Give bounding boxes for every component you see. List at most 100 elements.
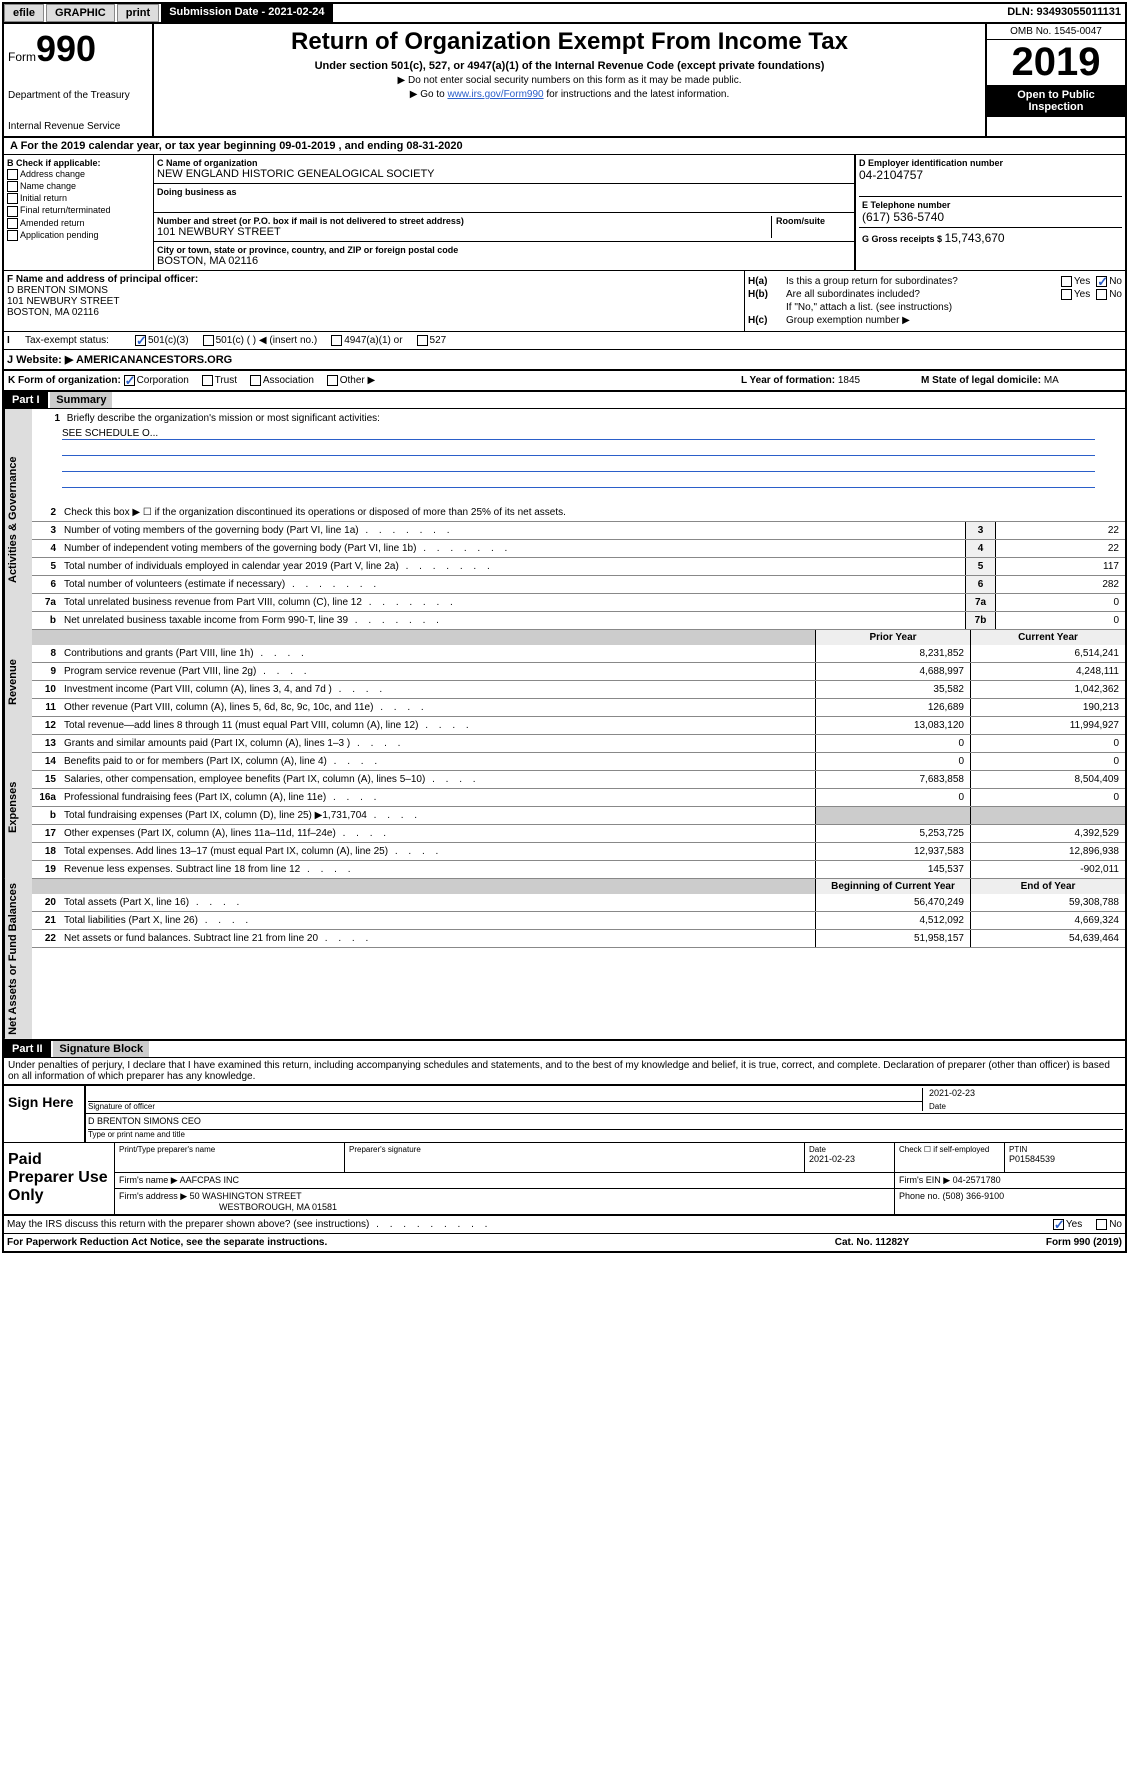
firm-name: AAFCPAS INC (180, 1175, 239, 1185)
dept-treasury: Department of the Treasury (8, 90, 148, 101)
firm-addr2: WESTBOROUGH, MA 01581 (119, 1202, 890, 1212)
tax-year: 2019 (987, 40, 1125, 85)
instruction-2: ▶ Go to www.irs.gov/Form990 for instruct… (158, 89, 981, 100)
section-d-e-g: D Employer identification number 04-2104… (855, 155, 1125, 270)
section-b-label: B Check if applicable: (7, 158, 150, 168)
expenses-table: Expenses 13Grants and similar amounts pa… (4, 735, 1125, 879)
instruction-1: ▶ Do not enter social security numbers o… (158, 75, 981, 86)
chk-other[interactable] (327, 375, 338, 386)
table-row: 3Number of voting members of the governi… (32, 522, 1125, 540)
org-name: NEW ENGLAND HISTORIC GENEALOGICAL SOCIET… (157, 168, 851, 180)
cat-no: Cat. No. 11282Y (772, 1237, 972, 1248)
mission-block: SEE SCHEDULE O... (32, 424, 1125, 504)
chk-application-pending[interactable]: Application pending (7, 230, 150, 241)
klm-row: K Form of organization: Corporation Trus… (4, 371, 1125, 392)
officer-type-name: D BRENTON SIMONS CEO (88, 1116, 1123, 1130)
chk-final-return[interactable]: Final return/terminated (7, 205, 150, 216)
chk-name-change[interactable]: Name change (7, 181, 150, 192)
officer-addr1: 101 NEWBURY STREET (7, 296, 741, 307)
website-row: J Website: ▶ AMERICANANCESTORS.ORG (4, 350, 1125, 371)
ha-yes[interactable] (1061, 276, 1072, 287)
table-row: 22Net assets or fund balances. Subtract … (32, 930, 1125, 948)
footer-row: For Paperwork Reduction Act Notice, see … (4, 1234, 1125, 1251)
mission-text: SEE SCHEDULE O... (62, 428, 1095, 440)
gross-receipts-block: G Gross receipts $ 15,743,670 (859, 228, 1122, 248)
form-number: 990 (36, 28, 96, 69)
chk-address-change[interactable]: Address change (7, 169, 150, 180)
chk-501c3[interactable] (135, 335, 146, 346)
section-b-g: B Check if applicable: Address change Na… (4, 155, 1125, 271)
table-row: 21Total liabilities (Part X, line 26) . … (32, 912, 1125, 930)
form-subtitle: Under section 501(c), 527, or 4947(a)(1)… (158, 60, 981, 72)
tax-status-row: I Tax-exempt status: 501(c)(3) 501(c) ( … (4, 332, 1125, 350)
part-2-header: Part II Signature Block (4, 1041, 1125, 1058)
omb-number: OMB No. 1545-0047 (987, 24, 1125, 40)
hb-yes[interactable] (1061, 289, 1072, 300)
sign-here-label: Sign Here (4, 1086, 84, 1142)
section-k: K Form of organization: Corporation Trus… (8, 375, 741, 386)
line-2-text: Check this box ▶ ☐ if the organization d… (60, 505, 1125, 520)
paid-preparer-block: Paid Preparer Use Only Print/Type prepar… (4, 1143, 1125, 1216)
form-title: Return of Organization Exempt From Incom… (158, 28, 981, 56)
chk-501c[interactable] (203, 335, 214, 346)
side-revenue: Revenue (4, 630, 32, 735)
table-row: 16aProfessional fundraising fees (Part I… (32, 789, 1125, 807)
sign-date: 2021-02-23 (929, 1088, 1123, 1102)
sign-here-block: Sign Here Signature of officer 2021-02-2… (4, 1084, 1125, 1143)
hb-no[interactable] (1096, 289, 1107, 300)
chk-527[interactable] (417, 335, 428, 346)
open-public: Open to Public Inspection (987, 85, 1125, 117)
chk-association[interactable] (250, 375, 261, 386)
perjury-text: Under penalties of perjury, I declare th… (4, 1058, 1125, 1084)
firm-ein: 04-2571780 (953, 1175, 1001, 1185)
chk-trust[interactable] (202, 375, 213, 386)
table-row: 20Total assets (Part X, line 16) . . . .… (32, 894, 1125, 912)
prep-date: 2021-02-23 (809, 1154, 890, 1164)
submission-date: Submission Date - 2021-02-24 (161, 4, 332, 22)
print-button[interactable]: print (117, 4, 159, 22)
header-bar: efile GRAPHIC print Submission Date - 20… (4, 4, 1125, 24)
chk-amended[interactable]: Amended return (7, 218, 150, 229)
chk-corporation[interactable] (124, 375, 135, 386)
discuss-yes[interactable] (1053, 1219, 1064, 1230)
section-l: L Year of formation: 1845 (741, 375, 921, 386)
website-value: AMERICANANCESTORS.ORG (76, 354, 232, 366)
city-row: City or town, state or province, country… (154, 242, 854, 270)
section-c-block: C Name of organization NEW ENGLAND HISTO… (154, 155, 1125, 270)
telephone-block: E Telephone number (617) 536-5740 (859, 197, 1122, 228)
firm-phone: (508) 366-9100 (943, 1191, 1005, 1201)
chk-initial-return[interactable]: Initial return (7, 193, 150, 204)
dln: DLN: 93493055011131 (1003, 4, 1125, 22)
ha-no[interactable] (1096, 276, 1107, 287)
table-row: 5Total number of individuals employed in… (32, 558, 1125, 576)
prior-current-header: Prior Year Current Year (32, 630, 1125, 645)
table-row: 6Total number of volunteers (estimate if… (32, 576, 1125, 594)
officer-name: D BRENTON SIMONS (7, 285, 741, 296)
summary-table: Activities & Governance 1 Briefly descri… (4, 409, 1125, 630)
ein-label: D Employer identification number (859, 158, 1122, 168)
table-row: 10Investment income (Part VIII, column (… (32, 681, 1125, 699)
officer-addr2: BOSTON, MA 02116 (7, 307, 741, 318)
form-label: Form (8, 50, 36, 64)
table-row: 19Revenue less expenses. Subtract line 1… (32, 861, 1125, 879)
table-row: 4Number of independent voting members of… (32, 540, 1125, 558)
form-number-block: Form990 Department of the Treasury Inter… (4, 24, 154, 136)
year-formation: 1845 (838, 375, 860, 386)
chk-4947[interactable] (331, 335, 342, 346)
title-block: Return of Organization Exempt From Incom… (154, 24, 985, 136)
irs-link[interactable]: www.irs.gov/Form990 (447, 89, 543, 100)
discuss-no[interactable] (1096, 1219, 1107, 1230)
form-footer: Form 990 (2019) (972, 1237, 1122, 1248)
table-row: 13Grants and similar amounts paid (Part … (32, 735, 1125, 753)
org-city: BOSTON, MA 02116 (157, 255, 851, 267)
table-row: 11Other revenue (Part VIII, column (A), … (32, 699, 1125, 717)
table-row: 14Benefits paid to or for members (Part … (32, 753, 1125, 771)
firm-addr1: 50 WASHINGTON STREET (190, 1191, 302, 1201)
ptin: P01584539 (1009, 1154, 1121, 1164)
net-assets-table: Net Assets or Fund Balances Beginning of… (4, 879, 1125, 1041)
table-row: bTotal fundraising expenses (Part IX, co… (32, 807, 1125, 825)
table-row: bNet unrelated business taxable income f… (32, 612, 1125, 630)
telephone: (617) 536-5740 (862, 210, 1119, 224)
table-row: 7aTotal unrelated business revenue from … (32, 594, 1125, 612)
graphic-button[interactable]: GRAPHIC (46, 4, 115, 22)
